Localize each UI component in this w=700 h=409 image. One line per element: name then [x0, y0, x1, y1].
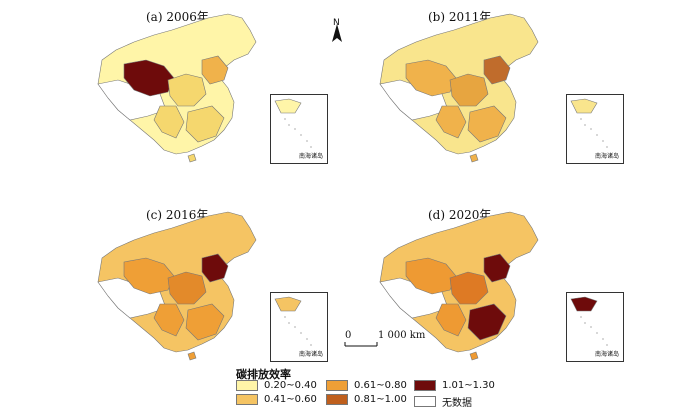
southeast-region	[467, 303, 507, 341]
central-region	[167, 271, 207, 305]
qinghai-region	[123, 257, 175, 295]
china-map	[97, 13, 257, 163]
legend-item: 0.61~0.80	[326, 380, 407, 391]
legend-item: 0.20~0.40	[236, 380, 317, 391]
south-china-sea-inset: 南海诸岛	[270, 94, 328, 164]
legend-label: 0.81~1.00	[354, 394, 407, 405]
panel-title: (c) 2016年	[146, 208, 209, 222]
south-china-sea-inset: 南海诸岛	[566, 292, 624, 362]
east-region	[201, 253, 229, 283]
panel-title: (b) 2011年	[428, 10, 492, 24]
panel-title: (d) 2020年	[428, 208, 492, 222]
legend-label: 0.61~0.80	[354, 380, 407, 391]
map-panel-b: (b) 2011年 南海诸岛	[366, 2, 624, 180]
inset-label: 南海诸岛	[594, 351, 619, 358]
legend-label: 0.20~0.40	[264, 380, 317, 391]
central-region	[449, 73, 489, 107]
scale-label-max: 1 000 km	[378, 330, 426, 341]
inset-map	[570, 98, 608, 148]
legend-label: 0.41~0.60	[264, 394, 317, 405]
legend-title: 碳排放效率	[236, 368, 291, 381]
legend-label: 1.01~1.30	[442, 380, 495, 391]
inset-label: 南海诸岛	[298, 153, 323, 160]
south-china-sea-inset: 南海诸岛	[270, 292, 328, 362]
inset-map	[274, 296, 312, 346]
qinghai-region	[123, 59, 175, 97]
hainan-island	[187, 153, 197, 163]
central-region	[449, 271, 489, 305]
north-label: N	[333, 18, 340, 28]
southeast-region	[185, 303, 225, 341]
legend-swatch	[326, 394, 348, 405]
southwest-region	[435, 105, 467, 139]
legend-swatch	[326, 380, 348, 391]
china-map	[379, 211, 539, 361]
legend-item: 0.81~1.00	[326, 394, 407, 405]
scale-bar	[344, 342, 378, 347]
central-region	[167, 73, 207, 107]
hainan-island	[469, 351, 479, 361]
legend-swatch	[414, 380, 436, 391]
inset-map	[274, 98, 312, 148]
southwest-region	[153, 105, 185, 139]
hainan-island	[187, 351, 197, 361]
inset-map	[570, 296, 608, 346]
legend-label: 无数据	[442, 398, 472, 409]
legend-swatch	[236, 380, 258, 391]
southeast-region	[467, 105, 507, 143]
scale-label-zero: 0	[345, 330, 352, 341]
legend-item: 无数据	[414, 394, 472, 409]
legend-item: 0.41~0.60	[236, 394, 317, 405]
legend-item: 1.01~1.30	[414, 380, 495, 391]
legend-swatch	[414, 396, 436, 407]
south-china-sea-inset: 南海诸岛	[566, 94, 624, 164]
southwest-region	[153, 303, 185, 337]
hainan-island	[469, 153, 479, 163]
north-arrow-icon	[332, 24, 342, 42]
qinghai-region	[405, 59, 457, 97]
legend-swatch	[236, 394, 258, 405]
map-panel-a: (a) 2006年 南海诸岛	[84, 2, 328, 180]
inset-label: 南海诸岛	[594, 153, 619, 160]
southwest-region	[435, 303, 467, 337]
china-map	[379, 13, 539, 163]
map-panel-d: (d) 2020年 南海诸岛	[366, 200, 624, 378]
china-map	[97, 211, 257, 361]
qinghai-region	[405, 257, 457, 295]
southeast-region	[185, 105, 225, 143]
east-region	[483, 253, 511, 283]
inset-label: 南海诸岛	[298, 351, 323, 358]
map-panel-c: (c) 2016年 南海诸岛	[84, 200, 328, 378]
east-region	[201, 55, 229, 85]
east-region	[483, 55, 511, 85]
panel-title: (a) 2006年	[146, 10, 209, 24]
